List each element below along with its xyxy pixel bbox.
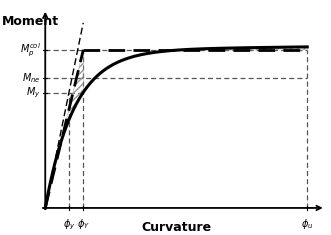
- Text: $\phi_Y$: $\phi_Y$: [77, 217, 90, 231]
- Text: $M_y$: $M_y$: [26, 86, 40, 100]
- Text: $\phi_y$: $\phi_y$: [63, 217, 75, 231]
- Text: $M_{ne}$: $M_{ne}$: [22, 71, 40, 85]
- Text: Curvature: Curvature: [141, 221, 211, 234]
- Text: $\phi_u$: $\phi_u$: [301, 217, 313, 231]
- Text: $M_p^{col}$: $M_p^{col}$: [20, 41, 40, 59]
- Text: Moment: Moment: [2, 15, 59, 28]
